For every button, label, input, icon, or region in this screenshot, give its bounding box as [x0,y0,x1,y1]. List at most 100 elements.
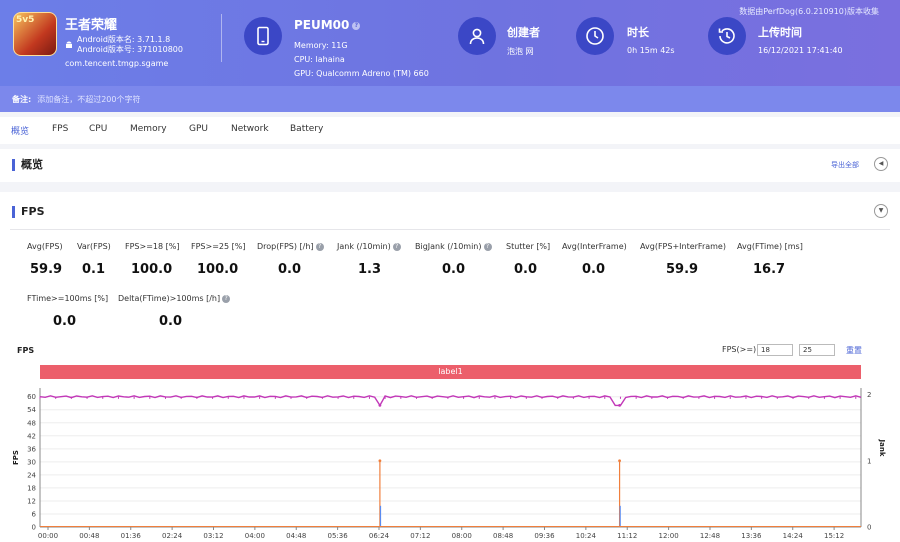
note-bar[interactable]: 备注: 添加备注，不超过200个字符 [0,86,900,112]
x-tick-label: 11:12 [617,532,637,540]
tab-fps[interactable]: FPS [52,124,69,134]
collector-note: 数据由PerfDog(6.0.210910)版本收集 [739,7,879,16]
collapse-down-icon[interactable]: ▼ [874,204,888,218]
help-icon[interactable]: ? [222,294,231,303]
metric-value: 1.3 [358,262,382,277]
metric-label: Drop(FPS) [/h]? [257,242,324,251]
jank-point [378,459,382,463]
device-meta: Memory: 11G CPU: lahaina GPU: Qualcomm A… [294,41,429,78]
metric-value: 0.0 [514,262,538,277]
metric-value: 0.0 [582,262,606,277]
export-all-link[interactable]: 导出全部 [831,161,859,169]
x-tick-label: 03:12 [203,532,223,540]
metric-value: 0.0 [442,262,466,277]
upload-value: 16/12/2021 17:41:40 [758,46,843,55]
help-icon[interactable]: ? [392,242,401,251]
metric-value: 100.0 [197,262,239,277]
chart-title: FPS [17,346,35,355]
y-tick-label: 0 [32,524,36,532]
y-tick-label: 18 [27,484,36,492]
user-icon [458,17,496,55]
x-tick-label: 05:36 [328,532,349,540]
metric-label: FTime>=100ms [%] [27,294,109,303]
metric-label: FPS>=25 [%] [191,242,246,251]
metric-label: Avg(InterFrame) [562,242,627,251]
fps-section-title: FPS [12,206,45,218]
metric-value: 59.9 [30,262,63,277]
fps-low-input[interactable] [757,344,793,356]
x-tick-label: 10:24 [576,532,597,540]
app-package: com.tencent.tmgp.sgame [65,59,169,68]
fps-dip-point [378,403,382,407]
x-tick-label: 04:48 [286,532,306,540]
creator-value: 泡泡 网 [507,47,534,56]
metric-label: FPS>=18 [%] [125,242,180,251]
metric-value: 16.7 [753,262,786,277]
x-tick-label: 07:12 [410,532,430,540]
x-tick-label: 09:36 [534,532,555,540]
tab-network[interactable]: Network [231,124,269,134]
y-tick-label: 12 [27,497,36,505]
metric-label: BigJank (/10min)? [415,242,492,251]
overview-title: 概览 [12,159,43,171]
duration-value: 0h 15m 42s [627,46,675,55]
metric-label: Jank (/10min)? [337,242,401,251]
tab-battery[interactable]: Battery [290,124,324,134]
tab-gpu[interactable]: GPU [189,124,208,134]
metric-value: 0.0 [159,314,183,329]
y-tick-label: 48 [27,419,36,427]
tab-overview[interactable]: 概览 [11,127,30,137]
phone-icon [244,17,282,55]
header-divider [221,14,222,62]
help-icon[interactable]: ? [315,242,324,251]
fps-high-input[interactable] [799,344,835,356]
tab-bar: 概览 FPS CPU Memory GPU Network Battery [0,117,900,144]
fps-line [39,395,862,407]
x-tick-label: 00:48 [79,532,99,540]
metric-value: 0.0 [53,314,77,329]
metric-label: Avg(FTime) [ms] [737,242,803,251]
tab-cpu[interactable]: CPU [89,124,108,134]
duration-label: 时长 [627,26,649,39]
x-tick-label: 12:00 [659,532,679,540]
note-label: 备注: [12,95,32,104]
x-tick-label: 01:36 [121,532,142,540]
app-icon: 5v5 [13,12,57,56]
y-tick-label: 54 [27,406,36,414]
y2-tick-label: 0 [867,524,871,532]
y2-axis-label: Jank [878,439,886,457]
app-meta: Android版本名: 3.71.1.8 Android版本号: 3710108… [77,35,183,54]
x-tick-label: 00:00 [38,532,58,540]
fps-threshold-label: FPS(>=) [722,345,757,354]
note-input[interactable]: 添加备注，不超过200个字符 [37,95,141,104]
upload-label: 上传时间 [758,26,802,39]
metric-value: 0.0 [278,262,302,277]
label-bar[interactable]: label1 [40,365,861,379]
x-tick-label: 15:12 [824,532,844,540]
jank-point [618,459,621,463]
x-tick-label: 08:48 [493,532,513,540]
y-tick-label: 42 [27,432,36,440]
x-tick-label: 14:24 [783,532,804,540]
android-icon [65,40,73,48]
x-tick-label: 04:00 [245,532,265,540]
tab-memory[interactable]: Memory [130,124,167,134]
y-tick-label: 30 [27,458,36,466]
x-tick-label: 12:48 [700,532,720,540]
collapse-left-icon[interactable]: ◀ [874,157,888,171]
metric-value: 0.1 [82,262,106,277]
overview-section: 概览 导出全部 ◀ [0,149,900,182]
report-header: 数据由PerfDog(6.0.210910)版本收集 5v5 王者荣耀 Andr… [0,0,900,112]
metric-label: Stutter [%] [506,242,551,251]
metric-label: Var(FPS) [77,242,111,251]
creator-label: 创建者 [507,26,540,39]
app-name: 王者荣耀 [65,18,118,33]
y-axis-label: FPS [12,450,20,465]
reset-link[interactable]: 重置 [846,346,862,355]
device-name: PEUM00? [294,18,361,32]
metric-label: Avg(FPS+InterFrame) [640,242,726,251]
help-icon[interactable]: ? [483,242,492,251]
device-help-icon[interactable]: ? [352,21,361,30]
metric-label: Delta(FTime)>100ms [/h]? [118,294,231,303]
